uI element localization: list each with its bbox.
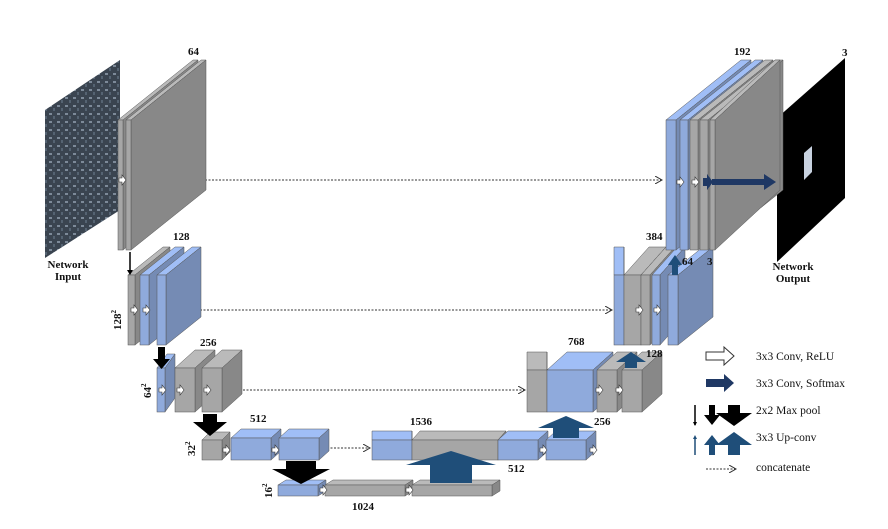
operation-arrows (118, 174, 776, 496)
max-pool-arrow-icon (153, 347, 170, 369)
output-label-2: Output (776, 273, 811, 285)
feature-map-enc2-c (156, 246, 202, 346)
label-dec3: 768 (568, 336, 585, 348)
label-dec2b: 64 (682, 256, 694, 268)
label-enc4: 512 (250, 413, 267, 425)
legend-label-conv-softmax: 3x3 Conv, Softmax (756, 378, 845, 390)
svg-text:642: 642 (140, 383, 154, 398)
conv-relu-arrow-icon (176, 384, 185, 396)
size-label-64: 642 (140, 383, 154, 398)
feature-map-dec4-a (371, 430, 413, 461)
output-segment (804, 146, 812, 180)
up-conv-arrow-icon (538, 416, 594, 438)
label-enc3: 256 (200, 337, 217, 349)
conv-relu-arrow-icon (691, 176, 700, 188)
conv-relu-arrow-icon (615, 384, 624, 396)
svg-text:322: 322 (184, 441, 198, 456)
label-bottleneck: 1024 (352, 501, 375, 513)
input-label-2: Input (55, 271, 82, 283)
output-label-1: Network (773, 261, 815, 273)
legend-label-conv-relu: 3x3 Conv, ReLU (756, 351, 835, 363)
feature-map-dec3-d (621, 351, 663, 413)
conv-relu-arrow-icon (319, 484, 328, 496)
conv-softmax-arrow-icon (712, 174, 776, 190)
up-conv-arrow-icon (668, 255, 682, 275)
conv-softmax-arrow-icon (703, 174, 713, 190)
feature-map-bottleneck-b (324, 479, 414, 497)
feature-map-dec1-e (709, 59, 781, 251)
white-arrow-icon (705, 345, 735, 367)
conv-relu-arrow-icon (595, 384, 604, 396)
feature-map-enc4-c (278, 428, 330, 461)
feature-map-dec4-c (497, 430, 549, 461)
conv-relu-arrow-icon (653, 304, 662, 316)
label-enc2: 128 (173, 231, 190, 243)
conv-relu-arrow-icon (203, 384, 212, 396)
up-conv-arrow-icon (406, 451, 496, 483)
label-dec3b: 128 (646, 348, 663, 360)
dark-blue-arrow-icon (706, 374, 734, 392)
svg-text:1282: 1282 (110, 310, 124, 331)
conv-relu-arrow-icon (130, 304, 139, 316)
conv-relu-arrow-icon (405, 484, 414, 496)
conv-relu-arrow-icon (539, 444, 548, 456)
conv-relu-arrow-icon (635, 304, 644, 316)
max-pool-arrow-icon (693, 405, 752, 426)
conv-relu-arrow-icon (676, 176, 685, 188)
conv-relu-arrow-icon (589, 444, 598, 456)
legend: 3x3 Conv, ReLU 3x3 Conv, Softmax 2x2 Max… (693, 345, 845, 474)
max-pool-arrow-icon (272, 461, 330, 484)
max-pool-arrow-icon (193, 414, 227, 436)
label-dec2: 384 (646, 231, 663, 243)
label-enc1: 64 (188, 46, 200, 58)
legend-label-max-pool: 2x2 Max pool (756, 405, 821, 417)
size-label-128: 1282 (110, 310, 124, 331)
label-dec4: 1536 (410, 416, 433, 428)
feature-map-dec2-e (667, 246, 714, 346)
network-input-image (45, 60, 120, 258)
up-conv-arrow-icon (693, 432, 752, 455)
legend-label-concatenate: concatenate (756, 462, 810, 474)
feature-maps (117, 59, 784, 497)
label-dec2c: 3 (707, 256, 713, 268)
feature-map-dec2-a (613, 246, 625, 346)
max-pool-arrow-icon (127, 270, 133, 275)
size-label-32: 322 (184, 441, 198, 456)
feature-map-dec3-a (526, 351, 548, 413)
feature-map-enc3-c (201, 349, 243, 413)
input-label-1: Network (48, 259, 90, 271)
svg-text:162: 162 (261, 483, 275, 498)
legend-label-up-conv: 3x3 Up-conv (756, 432, 817, 444)
label-out: 3 (842, 47, 848, 59)
feature-map-enc1-b (125, 59, 207, 251)
conv-relu-arrow-icon (142, 304, 151, 316)
conv-relu-arrow-icon (222, 444, 231, 456)
size-label-16: 162 (261, 483, 275, 498)
conv-relu-arrow-icon (118, 174, 127, 186)
label-dec1: 192 (734, 46, 751, 58)
conv-relu-arrow-icon (271, 444, 280, 456)
label-dec4c: 256 (594, 416, 611, 428)
label-dec4b: 512 (508, 463, 525, 475)
up-conv-arrow-icon (616, 352, 646, 368)
feature-map-enc4-b (230, 428, 282, 461)
conv-relu-arrow-icon (158, 384, 167, 396)
